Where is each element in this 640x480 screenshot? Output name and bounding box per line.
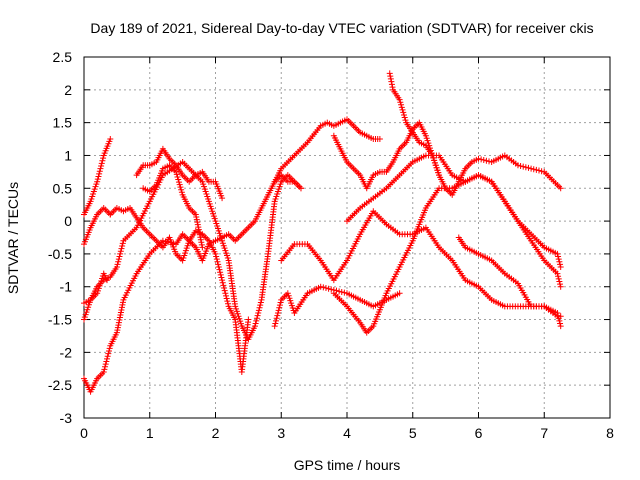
x-tick-label: 3	[277, 425, 285, 441]
series-markers	[81, 136, 114, 218]
series-markers	[455, 234, 564, 320]
y-tick-label: 0	[64, 213, 72, 229]
y-axis-label: SDTVAR / TECUs	[5, 182, 21, 294]
series-sat-i	[271, 116, 383, 185]
data-series	[81, 70, 564, 395]
series-sat-p	[455, 234, 564, 320]
axis-ticks: 0 1 2 3 4 5 6 7 8 -3 -2.5 -2 -1.5 -1 -0.5 0 0.5 1 1.5 2 2.5	[48, 49, 614, 441]
series-markers	[140, 162, 206, 251]
series-markers	[81, 227, 252, 395]
series-markers	[81, 204, 114, 248]
x-tick-label: 8	[606, 425, 614, 441]
y-tick-label: -3	[60, 410, 73, 426]
series-markers	[133, 145, 226, 202]
x-tick-label: 2	[212, 425, 220, 441]
x-tick-label: 4	[343, 425, 351, 441]
series-sat-c	[81, 159, 304, 343]
chart-title: Day 189 of 2021, Sidereal Day-to-day VTE…	[90, 20, 593, 36]
x-tick-label: 0	[80, 425, 88, 441]
y-tick-label: 0.5	[53, 180, 73, 196]
y-tick-label: 2.5	[53, 49, 73, 65]
y-tick-label: -1.5	[48, 312, 72, 328]
y-tick-label: 2	[64, 82, 72, 98]
y-tick-label: 1	[64, 147, 72, 163]
series-line	[333, 174, 562, 334]
x-tick-label: 7	[540, 425, 548, 441]
series-sat-b	[81, 204, 114, 248]
series-sat-a	[81, 136, 114, 218]
series-sat-f	[107, 172, 304, 264]
series-line	[274, 118, 380, 182]
grid-lines	[84, 57, 610, 418]
series-sat-d	[81, 270, 111, 307]
x-tick-label: 1	[146, 425, 154, 441]
y-tick-label: -1	[60, 279, 73, 295]
y-tick-label: -0.5	[48, 246, 72, 262]
series-markers	[107, 172, 304, 264]
x-tick-label: 6	[475, 425, 483, 441]
y-tick-label: -2	[60, 344, 73, 360]
y-tick-label: -2.5	[48, 377, 72, 393]
series-markers	[81, 270, 111, 307]
series-markers	[271, 283, 403, 330]
x-axis-label: GPS time / hours	[294, 457, 401, 473]
x-tick-label: 5	[409, 425, 417, 441]
series-sat-o	[271, 283, 403, 330]
series-sat-m	[330, 172, 564, 336]
series-markers	[81, 159, 304, 343]
series-line	[83, 230, 249, 394]
series-sat-h	[140, 162, 206, 251]
series-markers	[271, 116, 383, 185]
series-sat-e	[81, 227, 252, 395]
y-tick-label: 1.5	[53, 115, 73, 131]
series-sat-g	[133, 145, 226, 202]
